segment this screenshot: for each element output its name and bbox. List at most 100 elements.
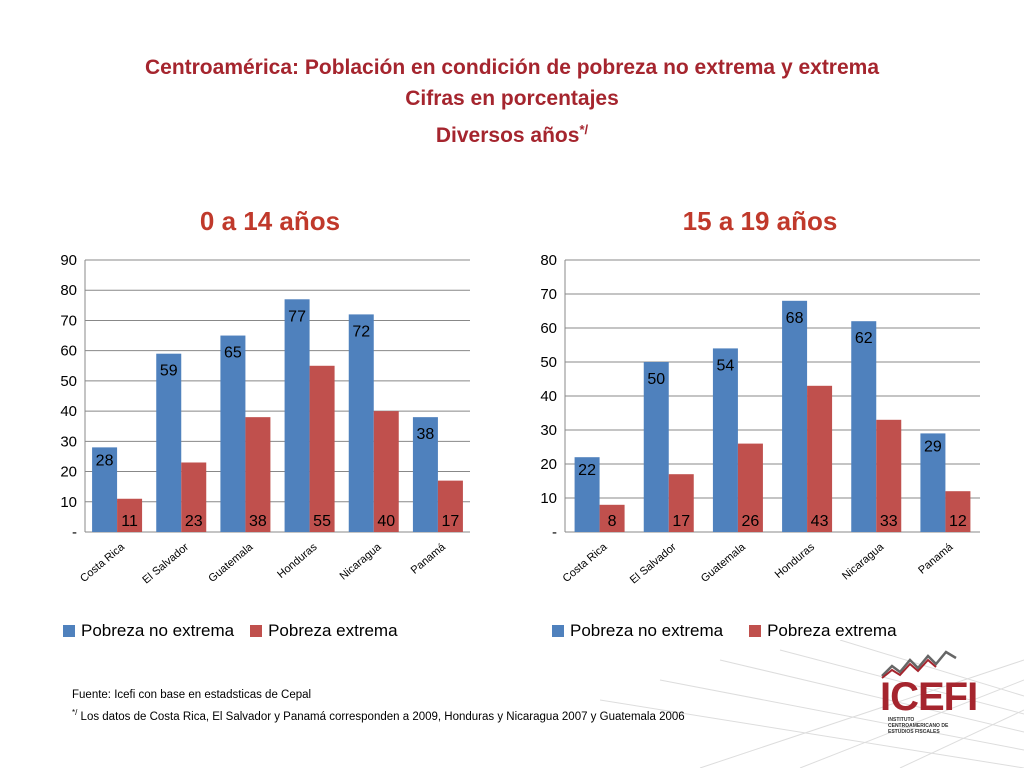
title-line-2: Cifras en porcentajes <box>405 87 619 110</box>
x-tick-label: Panamá <box>409 541 449 577</box>
y-tick-label: 30 <box>60 433 77 450</box>
legend-0-14: Pobreza no extrema Pobreza extrema <box>63 621 398 641</box>
title-footnote-mark: */ <box>579 122 589 137</box>
data-label-no-extrema: 68 <box>786 310 804 327</box>
data-label-extrema: 33 <box>880 513 898 530</box>
y-tick-label: 50 <box>540 354 557 371</box>
bar-no-extrema <box>156 353 182 532</box>
bar-extrema <box>876 419 902 532</box>
y-tick-label: 50 <box>60 373 77 390</box>
bar-no-extrema <box>643 362 669 532</box>
bar-no-extrema <box>782 300 808 532</box>
x-tick-label: Guatemala <box>206 541 256 585</box>
bar-extrema <box>807 385 833 532</box>
y-tick-label: 20 <box>60 464 77 481</box>
data-label-extrema: 26 <box>742 513 760 530</box>
x-tick-label: Guatemala <box>699 541 749 585</box>
data-label-extrema: 17 <box>442 513 460 530</box>
footer-note-line: */ Los datos de Costa Rica, El Salvador … <box>72 704 685 726</box>
x-tick-label: Costa Rica <box>78 541 128 585</box>
data-label-no-extrema: 22 <box>578 462 596 479</box>
x-tick-label: Nicaragua <box>338 541 385 583</box>
bar-no-extrema <box>851 321 877 532</box>
bar-extrema <box>437 480 463 532</box>
legend-label-no-extrema: Pobreza no extrema <box>570 621 724 640</box>
title-line-3: Diversos años*/ <box>0 114 1024 151</box>
footer-note: Los datos de Costa Rica, El Salvador y P… <box>80 710 685 723</box>
data-label-no-extrema: 77 <box>288 308 306 325</box>
bar-no-extrema <box>92 447 118 532</box>
footer: Fuente: Icefi con base en estadsticas de… <box>72 686 685 726</box>
data-label-extrema: 55 <box>313 513 331 530</box>
footer-note-mark: */ <box>72 708 78 717</box>
bar-extrema <box>245 417 271 532</box>
y-tick-label: 90 <box>60 252 77 269</box>
y-tick-label: 20 <box>540 456 557 473</box>
y-tick-label: 70 <box>540 286 557 303</box>
bar-extrema <box>737 443 763 532</box>
bar-extrema <box>181 462 207 532</box>
title-line-1: Centroamérica: Población en condición de… <box>144 56 880 79</box>
data-label-extrema: 23 <box>185 513 203 530</box>
data-label-no-extrema: 54 <box>717 357 735 374</box>
y-tick-label: 60 <box>60 343 77 360</box>
bar-no-extrema <box>284 299 310 532</box>
data-label-extrema: 40 <box>377 513 395 530</box>
data-label-extrema: 17 <box>672 513 690 530</box>
logo-text: ICEFI <box>880 675 978 719</box>
data-label-no-extrema: 38 <box>417 426 435 443</box>
x-tick-label: Costa Rica <box>561 541 611 585</box>
bar-no-extrema <box>348 314 374 532</box>
data-label-extrema: 38 <box>249 513 267 530</box>
data-label-no-extrema: 65 <box>224 345 242 362</box>
y-tick-label: - <box>72 524 77 541</box>
data-label-no-extrema: 62 <box>855 330 873 347</box>
y-tick-label: 30 <box>540 422 557 439</box>
y-tick-label: 40 <box>540 388 557 405</box>
page-title: Centroamérica: Población en condición de… <box>0 52 1024 151</box>
data-label-no-extrema: 59 <box>160 363 178 380</box>
data-label-extrema: 43 <box>811 513 829 530</box>
y-tick-label: - <box>552 524 557 541</box>
decorative-lines <box>600 640 1024 768</box>
x-tick-label: Nicaragua <box>840 541 887 583</box>
x-tick-label: El Salvador <box>140 541 191 587</box>
bar-extrema <box>668 474 694 532</box>
logo-subtitle: INSTITUTO CENTROAMERICANO DE ESTUDIOS FI… <box>888 717 949 735</box>
icefi-logo: ICEFI INSTITUTO CENTROAMERICANO DE ESTUD… <box>880 650 978 735</box>
chart-title-0-14: 0 a 14 años <box>199 206 341 236</box>
y-tick-label: 80 <box>60 282 77 299</box>
bar-no-extrema <box>712 348 738 532</box>
bar-extrema <box>309 365 335 532</box>
y-tick-label: 80 <box>540 252 557 269</box>
x-tick-label: Panamá <box>916 541 956 577</box>
y-tick-label: 70 <box>60 312 77 329</box>
bar-extrema <box>599 504 625 532</box>
bar-no-extrema <box>412 417 438 532</box>
bar-no-extrema <box>920 433 946 532</box>
data-label-extrema: 8 <box>608 513 617 530</box>
bar-extrema <box>945 491 971 532</box>
data-label-no-extrema: 28 <box>96 452 114 469</box>
x-tick-label: El Salvador <box>628 541 679 587</box>
bar-extrema <box>373 411 399 532</box>
legend-swatch-no-extrema <box>552 625 564 637</box>
legend-label-extrema: Pobreza extrema <box>767 621 897 640</box>
data-label-extrema: 11 <box>121 513 138 530</box>
logo-mountain-icon <box>881 650 957 679</box>
x-tick-label: Honduras <box>275 541 320 581</box>
bar-chart-15-19: - 10 20 30 40 50 60 70 80 22 8 Costa Rica 50 17 El Sal… <box>540 252 980 587</box>
bar-extrema <box>117 498 143 532</box>
bar-no-extrema <box>574 457 600 532</box>
legend-label-extrema: Pobreza extrema <box>268 621 398 640</box>
data-label-no-extrema: 50 <box>647 371 665 388</box>
y-tick-label: 40 <box>60 403 77 420</box>
legend-swatch-extrema <box>250 625 263 637</box>
title-line-3-text: Diversos años <box>435 124 580 147</box>
legend-label-no-extrema: Pobreza no extrema <box>81 621 235 640</box>
legend-swatch-extrema <box>749 625 762 637</box>
bar-no-extrema <box>220 335 246 532</box>
data-label-extrema: 12 <box>949 513 967 530</box>
chart-title-15-19: 15 a 19 años <box>682 206 838 236</box>
legend-15-19: Pobreza no extrema Pobreza extrema <box>552 621 897 641</box>
